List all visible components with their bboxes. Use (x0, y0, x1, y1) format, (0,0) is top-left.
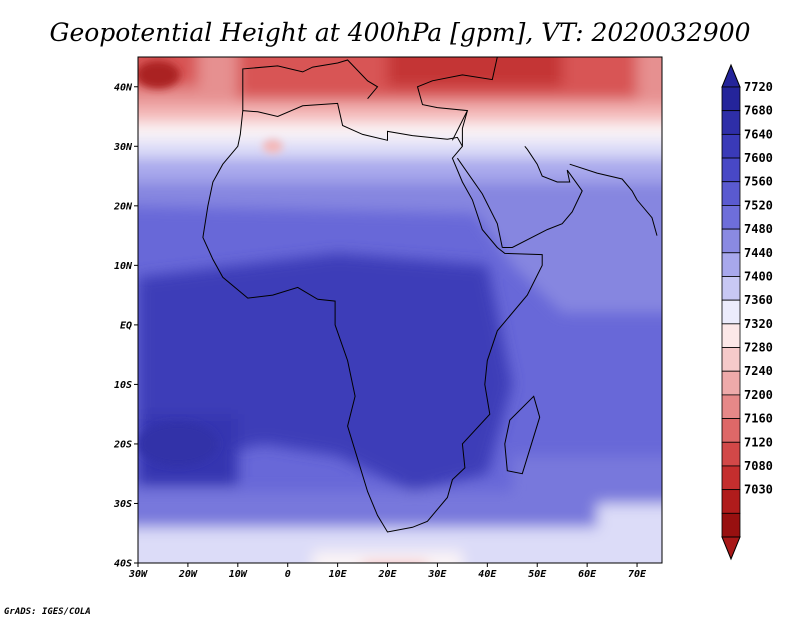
map-title: Geopotential Height at 400hPa [gpm], VT:… (49, 18, 750, 47)
x-tick-label: 10W (229, 569, 248, 580)
red-sea-coastline (456, 157, 503, 248)
y-axis-ticks: 40N 30N 20N 10N EQ 10S 20S 30S 40S (113, 82, 138, 570)
colorbar-label: 7120 (744, 435, 773, 449)
map-frame (137, 56, 663, 564)
field-south-white (312, 551, 463, 563)
y-tick-label: 40N (114, 82, 133, 93)
field-ne-band (462, 193, 662, 313)
x-tick-label: 70E (628, 569, 647, 580)
colorbar-segment (721, 86, 741, 112)
colorbar-segment (721, 110, 741, 135)
y-tick-label: 10N (114, 261, 133, 272)
colorbar-label: 7560 (744, 175, 773, 189)
y-tick-label: 30N (113, 142, 133, 153)
colorbar-segment (721, 465, 741, 491)
africa-coastline (202, 102, 543, 533)
field-south-pale (138, 527, 662, 563)
field-atlantic-high (138, 421, 218, 466)
grads-credit: GrADS: IGES/COLA (4, 607, 91, 617)
x-tick-label: 10E (329, 569, 348, 580)
x-tick-label: 50E (528, 569, 547, 580)
y-tick-label: EQ (120, 320, 132, 331)
colorbar-segment (721, 276, 741, 301)
geopotential-height-map (138, 57, 662, 563)
y-tick-label: 40S (114, 559, 132, 570)
x-tick-label: 60E (578, 569, 597, 580)
y-tick-label: 30S (113, 499, 132, 510)
colorbar-label: 7480 (744, 222, 773, 236)
colorbar-segment (721, 512, 741, 538)
field-indian-pale (597, 503, 662, 552)
colorbar-label: 7320 (744, 317, 773, 331)
colorbar-label: 7680 (744, 104, 773, 118)
x-axis-ticks: 30W 20W 10W 0 10E 20E 30E 40E 50E 60E 70E (128, 563, 647, 580)
colorbar-label: 7600 (744, 151, 773, 165)
y-tick-label: 10S (114, 380, 132, 391)
colorbar-segment (721, 252, 741, 277)
colorbar-segment (721, 181, 741, 206)
x-tick-label: 20W (178, 569, 198, 580)
colorbar-label: 7240 (744, 364, 773, 378)
colorbar-bottom-arrow (721, 536, 741, 561)
y-tick-label: 20N (113, 201, 133, 212)
colorbar: 7720 7680 7640 7600 7560 7520 7480 7440 7400 7360… (721, 63, 773, 561)
colorbar-segment (721, 370, 741, 396)
colorbar-segment (721, 394, 741, 419)
x-tick-label: 0 (285, 569, 291, 580)
colorbar-segment (721, 347, 741, 372)
field-indian-band (512, 455, 662, 504)
colorbar-segment (721, 418, 741, 443)
asia-coastline (569, 163, 658, 236)
field-warm-spot (262, 139, 283, 154)
colorbar-segment (721, 299, 741, 325)
colorbar-segment (721, 157, 741, 183)
x-tick-label: 30E (427, 569, 447, 580)
colorbar-segment (721, 441, 741, 467)
turkey-black-sea-coastline (416, 57, 498, 141)
colorbar-label: 7720 (744, 80, 773, 94)
colorbar-segment (721, 489, 741, 514)
colorbar-label: 7360 (744, 293, 773, 307)
colorbar-label: 7160 (744, 412, 773, 426)
coastlines (202, 57, 658, 533)
x-tick-label: 20E (377, 569, 397, 580)
arabia-coastline (502, 145, 583, 248)
field-low-atlantic (138, 60, 180, 89)
height-field (138, 57, 662, 563)
field-north-core (387, 57, 563, 87)
colorbar-label: 7280 (744, 341, 773, 355)
colorbar-segment (721, 133, 741, 159)
colorbar-label: 7080 (744, 459, 773, 473)
x-tick-label: 30W (128, 569, 148, 580)
colorbar-segment (721, 205, 741, 230)
colorbar-label: 7200 (744, 388, 773, 402)
colorbar-label: 7640 (744, 127, 773, 141)
x-tick-label: 40E (478, 569, 497, 580)
y-tick-label: 20S (113, 439, 132, 450)
levant-coastline (461, 110, 468, 147)
colorbar-label: 7440 (744, 246, 773, 260)
colorbar-label: 7520 (744, 198, 773, 212)
colorbar-segment (721, 323, 741, 348)
europe-coastline (242, 59, 379, 111)
madagascar-coastline (504, 395, 541, 475)
colorbar-top-arrow (721, 63, 741, 88)
colorbar-label: 7400 (744, 269, 773, 283)
colorbar-label: 7030 (744, 483, 773, 497)
colorbar-segment (721, 228, 741, 254)
